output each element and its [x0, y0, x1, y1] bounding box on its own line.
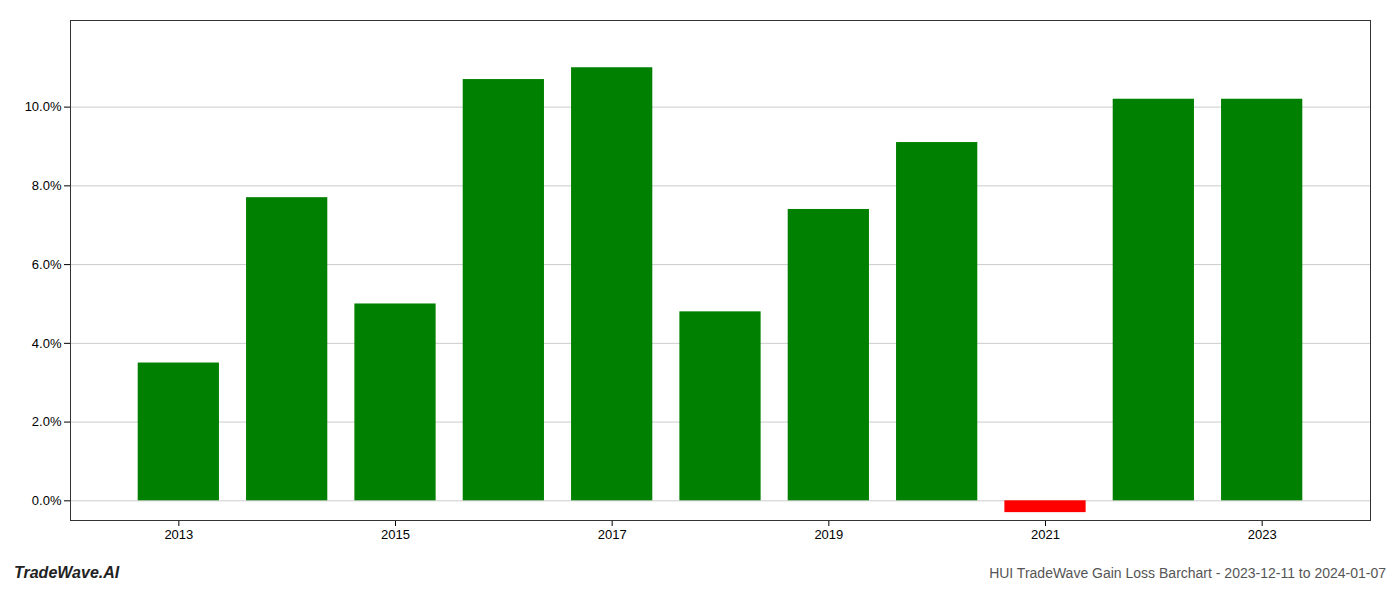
- html-text:TradeWave.AI: TradeWave.AI: [14, 564, 120, 581]
- svg-text:2023: 2023: [1248, 527, 1277, 542]
- svg-text:2.0%: 2.0%: [32, 414, 62, 429]
- svg-text:10.0%: 10.0%: [25, 99, 62, 114]
- svg-text:2017: 2017: [598, 527, 627, 542]
- html-text:HUI TradeWave Gain Loss Barcha: HUI TradeWave Gain Loss Barchart - 2023-…: [989, 565, 1386, 581]
- svg-text:6.0%: 6.0%: [32, 257, 62, 272]
- svg-text:4.0%: 4.0%: [32, 335, 62, 350]
- svg-text:2015: 2015: [381, 527, 410, 542]
- svg-text:0.0%: 0.0%: [32, 493, 62, 508]
- svg-text:2021: 2021: [1031, 527, 1060, 542]
- svg-text:2019: 2019: [814, 527, 843, 542]
- svg-text:8.0%: 8.0%: [32, 178, 62, 193]
- svg-text:2013: 2013: [164, 527, 193, 542]
